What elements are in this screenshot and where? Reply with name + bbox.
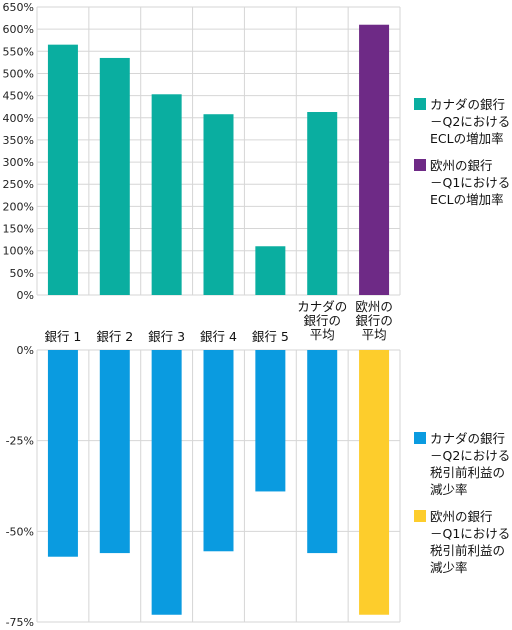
- legend-item-europe-ecl: 欧州の銀行 －Q1における ECLの増加率: [414, 157, 512, 208]
- bar-p1-s0-c0: [47, 350, 78, 557]
- y-tick-label-p0-8: 400%: [3, 112, 34, 125]
- legend-item-canada-profit: カナダの銀行 －Q2における 税引前利益の 減少率: [414, 430, 512, 498]
- bar-p0-s0-c1: [99, 57, 130, 296]
- category-label-1: 銀行 2: [96, 329, 133, 344]
- legend-item-canada-ecl: カナダの銀行 －Q2における ECLの増加率: [414, 96, 512, 147]
- y-tick-label-p1-0: 0%: [17, 344, 34, 357]
- category-label-0: 銀行 1: [44, 329, 81, 344]
- y-tick-label-p0-10: 500%: [3, 67, 34, 80]
- legend-swatch-canada-ecl: [414, 98, 426, 110]
- y-tick-label-p0-4: 200%: [3, 200, 34, 213]
- bar-p1-s0-c5: [307, 350, 338, 554]
- bar-p1-s0-c3: [203, 350, 234, 552]
- bar-p0-s0-c3: [203, 114, 234, 296]
- bar-p0-s0-c5: [307, 112, 338, 295]
- legend-item-europe-profit: 欧州の銀行 －Q1における 税引前利益の 減少率: [414, 508, 512, 576]
- legend-label-canada-ecl: カナダの銀行 －Q2における ECLの増加率: [430, 97, 511, 146]
- bar-p0-s1-c6: [359, 24, 390, 295]
- y-tick-label-p1-3: -75%: [6, 616, 34, 629]
- bar-p0-s0-c0: [47, 44, 78, 296]
- bar-p1-s0-c1: [99, 350, 130, 554]
- category-label-2: 銀行 3: [148, 329, 185, 344]
- y-tick-label-p0-2: 100%: [3, 245, 34, 258]
- y-tick-label-p0-6: 300%: [3, 156, 34, 169]
- bar-p1-s0-c2: [151, 350, 182, 615]
- bar-p0-s0-c2: [151, 94, 182, 295]
- y-tick-label-p0-12: 600%: [3, 23, 34, 36]
- bar-p1-s1-c6: [359, 350, 390, 615]
- category-label-3: 銀行 4: [200, 329, 237, 344]
- y-tick-label-p0-11: 550%: [3, 45, 34, 58]
- legend-swatch-europe-ecl: [414, 159, 426, 171]
- category-label-4: 銀行 5: [252, 329, 289, 344]
- legend-label-europe-profit: 欧州の銀行 －Q1における 税引前利益の 減少率: [430, 509, 511, 575]
- y-tick-label-p0-7: 350%: [3, 134, 34, 147]
- y-tick-label-p1-2: -50%: [6, 525, 34, 538]
- legend-swatch-europe-profit: [414, 510, 426, 522]
- legend-label-canada-profit: カナダの銀行 －Q2における 税引前利益の 減少率: [430, 431, 511, 497]
- y-tick-label-p0-1: 50%: [10, 267, 34, 280]
- category-label-6: 欧州の銀行の平均: [355, 299, 393, 342]
- legend-swatch-canada-profit: [414, 432, 426, 444]
- bar-p1-s0-c4: [255, 350, 286, 492]
- y-tick-label-p0-9: 450%: [3, 90, 34, 103]
- y-tick-label-p0-5: 250%: [3, 178, 34, 191]
- category-label-5: カナダの銀行の平均: [297, 299, 347, 342]
- y-tick-label-p0-3: 150%: [3, 223, 34, 236]
- bar-p0-s0-c4: [255, 246, 286, 295]
- top-legend: カナダの銀行 －Q2における ECLの増加率 欧州の銀行 －Q1における ECL…: [414, 96, 512, 218]
- y-tick-label-p0-0: 0%: [17, 289, 34, 302]
- y-tick-label-p1-1: -25%: [6, 435, 34, 448]
- legend-label-europe-ecl: 欧州の銀行 －Q1における ECLの増加率: [430, 158, 511, 207]
- y-tick-label-p0-13: 650%: [3, 1, 34, 14]
- bottom-legend: カナダの銀行 －Q2における 税引前利益の 減少率 欧州の銀行 －Q1における …: [414, 430, 512, 586]
